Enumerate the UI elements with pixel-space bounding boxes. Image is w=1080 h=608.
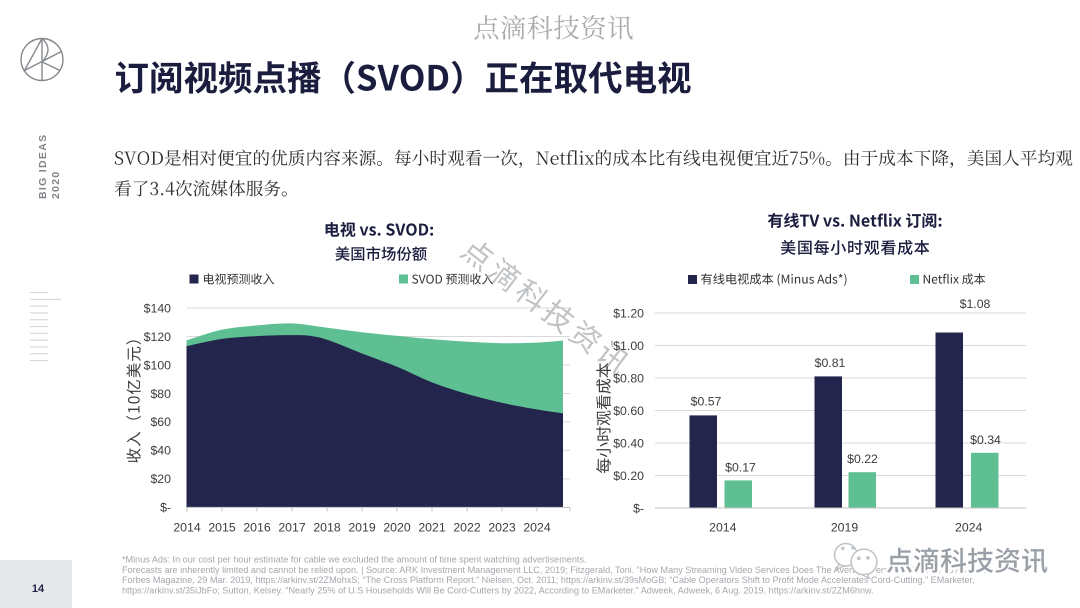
svg-text:$0.57: $0.57 <box>691 395 722 409</box>
svg-text:2019: 2019 <box>831 520 859 534</box>
svg-text:$140: $140 <box>144 301 172 315</box>
svg-text:2024: 2024 <box>955 520 983 534</box>
svg-text:$0.81: $0.81 <box>815 356 846 370</box>
svg-text:$120: $120 <box>144 330 172 344</box>
svg-text:$0.80: $0.80 <box>613 371 644 385</box>
svg-text:Forecasts are inherently limit: Forecasts are inherently limited and can… <box>122 565 995 575</box>
svg-text:2019: 2019 <box>348 520 376 534</box>
svg-text:$0.17: $0.17 <box>725 461 756 475</box>
svg-text:$0.22: $0.22 <box>847 452 878 466</box>
svg-text:BIG IDEAS: BIG IDEAS <box>37 134 49 199</box>
svg-text:$-: $- <box>633 501 644 515</box>
svg-text:2021: 2021 <box>418 520 446 534</box>
svg-text:2015: 2015 <box>208 520 236 534</box>
svg-text:$1.00: $1.00 <box>613 339 644 353</box>
svg-text:$0.40: $0.40 <box>613 436 644 450</box>
svg-text:2017: 2017 <box>278 520 306 534</box>
svg-text:$40: $40 <box>150 444 171 458</box>
svg-text:$0.20: $0.20 <box>613 469 644 483</box>
svg-text:2016: 2016 <box>243 520 271 534</box>
svg-text:https://arkinv.st/35iJbFo; Sut: https://arkinv.st/35iJbFo; Sutton, Kelse… <box>122 585 874 595</box>
svg-text:2020: 2020 <box>50 170 62 199</box>
svg-text:2014: 2014 <box>709 520 737 534</box>
svg-text:$-: $- <box>160 501 171 515</box>
svg-text:$100: $100 <box>144 358 172 372</box>
svg-text:*Minus Ads: In our cost per ho: *Minus Ads: In our cost per hour estimat… <box>122 555 587 565</box>
svg-text:2020: 2020 <box>383 520 411 534</box>
svg-text:2018: 2018 <box>313 520 341 534</box>
svg-text:14: 14 <box>32 583 45 595</box>
svg-text:2024: 2024 <box>523 520 551 534</box>
svg-text:$80: $80 <box>150 387 171 401</box>
svg-text:$0.34: $0.34 <box>970 433 1001 447</box>
svg-text:$60: $60 <box>150 415 171 429</box>
svg-text:$0.60: $0.60 <box>613 404 644 418</box>
svg-text:2014: 2014 <box>173 520 201 534</box>
svg-text:2022: 2022 <box>453 520 481 534</box>
svg-text:$1.20: $1.20 <box>613 306 644 320</box>
svg-text:$1.08: $1.08 <box>960 297 991 311</box>
svg-text:Forbes Magazine, 29 Mar. 2019,: Forbes Magazine, 29 Mar. 2019, https://a… <box>122 575 975 585</box>
svg-text:2023: 2023 <box>488 520 516 534</box>
svg-text:$20: $20 <box>150 472 171 486</box>
